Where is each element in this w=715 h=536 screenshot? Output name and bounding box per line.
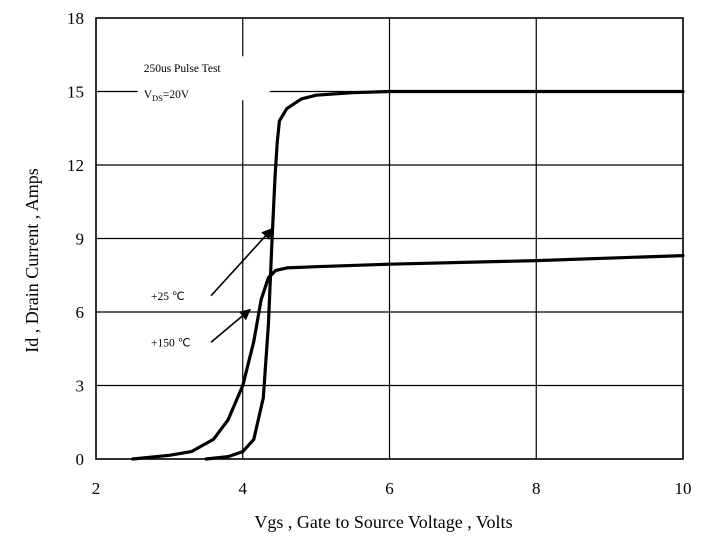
y-tick-label: 9	[76, 230, 85, 249]
series-line-150c	[131, 254, 685, 461]
y-tick-label: 6	[76, 303, 85, 322]
annotation-temp-label: +25 ℃	[151, 291, 185, 303]
x-axis-label: Vgs , Gate to Source Voltage , Volts	[254, 512, 512, 532]
y-axis-label: Id , Drain Current , Amps	[22, 168, 42, 352]
annotation-box	[137, 56, 270, 101]
annotation-vds: VDS=20V	[144, 89, 190, 103]
annotation-pulse-test: 250us Pulse Test	[144, 63, 222, 75]
annotation-label-bg	[148, 334, 211, 351]
y-tick-label: 15	[67, 83, 84, 102]
x-tick-label: 10	[675, 479, 692, 498]
y-tick-label: 3	[76, 377, 85, 396]
plot-frame	[95, 17, 684, 460]
x-tick-label: 6	[385, 479, 394, 498]
x-tick-label: 8	[532, 479, 541, 498]
x-tick-label: 2	[92, 479, 101, 498]
series-line-25c	[204, 89, 685, 461]
annotation-arrow	[210, 227, 273, 297]
annotation-temp-label: +150 ℃	[151, 337, 191, 349]
y-tick-label: 12	[67, 156, 84, 175]
y-tick-label: 18	[67, 9, 84, 28]
y-tick-label: 0	[76, 450, 85, 469]
x-tick-label: 4	[239, 479, 248, 498]
series-layer	[131, 89, 685, 461]
annotation-layer: 250us Pulse Test VDS=20V +25 ℃ +150 ℃	[137, 56, 273, 351]
annotation-arrow	[210, 308, 251, 343]
tick-labels: 2 4 6 8 10 0 3 6 9 12 15 18	[67, 9, 692, 498]
annotation-label-bg	[148, 287, 211, 304]
